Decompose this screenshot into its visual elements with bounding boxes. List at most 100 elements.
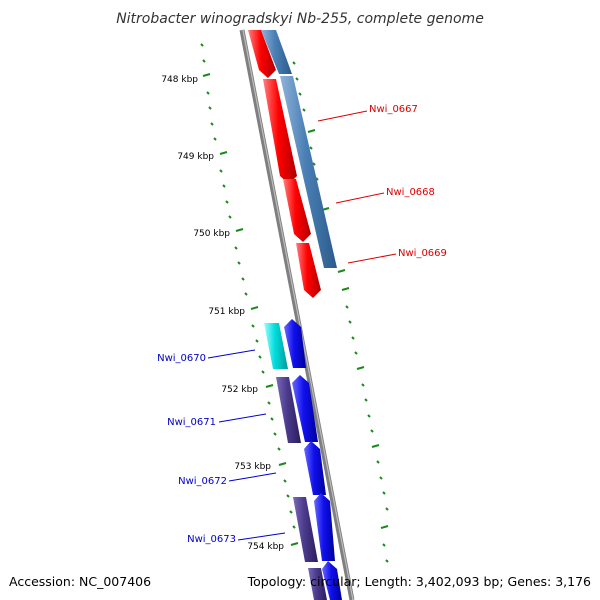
tick-dash [312,162,316,166]
cog-block-0673 [293,497,318,562]
map-title: Nitrobacter winogradskyi Nb-255, complet… [116,11,484,27]
gene-label-nwi-0670[interactable]: Nwi_0670 [157,353,206,364]
tick-label-754: 754 kbp [247,542,284,552]
tick-dash [206,91,210,95]
tick-dash [208,106,212,110]
tick-dash-major [290,542,299,546]
tick-dash-major [219,151,228,155]
leader-nwi-0672 [228,472,277,482]
tick-dash [376,460,380,464]
tick-dash [351,336,355,340]
cds-forward-0668 [283,179,311,242]
tick-dashes [200,43,389,563]
cog-ring [261,30,337,600]
gene-label-nwi-0671[interactable]: Nwi_0671 [167,417,216,428]
tick-labels: 748 kbp 749 kbp 750 kbp 751 kbp 752 kbp … [161,75,284,552]
genome-summary-text: Topology: circular; Length: 3,402,093 bp… [247,574,591,589]
gene-label-nwi-0673[interactable]: Nwi_0673 [187,534,236,545]
tick-dash [286,494,290,498]
cds-reverse-0671 [292,375,318,442]
tick-label-753: 753 kbp [234,462,271,472]
cog-block-0671 [276,377,301,443]
tick-dash-major [265,384,274,388]
tick-dash [382,543,386,547]
cds-reverse-ring [284,319,342,600]
tick-dash [270,417,274,421]
tick-dash-major [337,269,346,273]
cog-block-0667 [261,30,292,74]
tick-dash [222,184,226,188]
genome-backbone [239,29,355,600]
gene-labels: Nwi_0667 Nwi_0668 Nwi_0669 Nwi_0670 Nwi_… [157,104,447,545]
tick-dash [289,510,293,514]
tick-label-748: 748 kbp [161,75,198,85]
tick-dash [202,59,206,63]
cds-forward-ring [248,30,321,298]
leader-nwi-0670 [207,349,256,359]
tick-dash [210,122,214,126]
tick-dash [255,339,259,343]
tick-dash [244,292,248,296]
tick-dash [367,414,371,418]
tick-dash-major [356,366,365,370]
gene-label-nwi-0667[interactable]: Nwi_0667 [369,104,418,115]
tick-dash [292,61,296,65]
tick-dash-major [202,73,211,77]
cds-forward-0667 [263,79,297,184]
tick-label-749: 749 kbp [177,152,214,162]
tick-dash [228,215,232,219]
cds-reverse-0670 [284,319,306,368]
tick-dash [364,398,368,402]
tick-dash-major [235,228,244,232]
accession-text: Accession: NC_007406 [9,574,151,589]
tick-dash [213,137,217,141]
leader-nwi-0668 [335,192,385,204]
cds-reverse-0673 [314,493,335,561]
tick-dash-major [250,306,259,310]
cds-forward-0666 [248,30,276,78]
cog-block-0668 [280,76,337,268]
tick-label-751: 751 kbp [208,307,245,317]
tick-dash [385,559,389,563]
tick-dash [283,479,287,483]
gene-label-nwi-0672[interactable]: Nwi_0672 [178,476,227,487]
tick-dash-major [380,525,389,529]
tick-dash [385,507,389,511]
tick-dash [225,200,229,204]
tick-dash-major [307,129,316,133]
tick-dash [361,383,365,387]
leader-nwi-0673 [237,532,286,541]
tick-dash [298,92,302,96]
tick-dash [382,491,386,495]
leader-nwi-0671 [218,413,267,423]
genome-backbone-highlight [242,29,354,600]
gene-label-nwi-0668[interactable]: Nwi_0668 [386,187,435,198]
tick-dash [309,146,313,150]
tick-dash [237,261,241,265]
gene-label-nwi-0669[interactable]: Nwi_0669 [398,248,447,259]
tick-dash [219,169,223,173]
leader-nwi-0669 [347,253,397,264]
tick-dash [354,351,358,355]
tick-dash [370,429,374,433]
tick-dash [261,370,265,374]
cds-forward-0669 [296,243,321,298]
cds-reverse-0674 [322,561,342,600]
tick-label-750: 750 kbp [193,229,230,239]
tick-dash [348,320,352,324]
tick-dash [379,476,383,480]
label-leaders [207,110,397,541]
tick-dash [277,447,281,451]
tick-dash [292,525,296,529]
tick-dash [273,432,277,436]
tick-dash [200,43,204,47]
tick-dash-major [278,462,287,466]
tick-dash [258,355,262,359]
tick-dash [267,401,271,405]
cog-block-0674 [308,568,327,600]
tick-dash-major [341,287,350,291]
tick-label-752: 752 kbp [221,385,258,395]
tick-dash [234,246,238,250]
